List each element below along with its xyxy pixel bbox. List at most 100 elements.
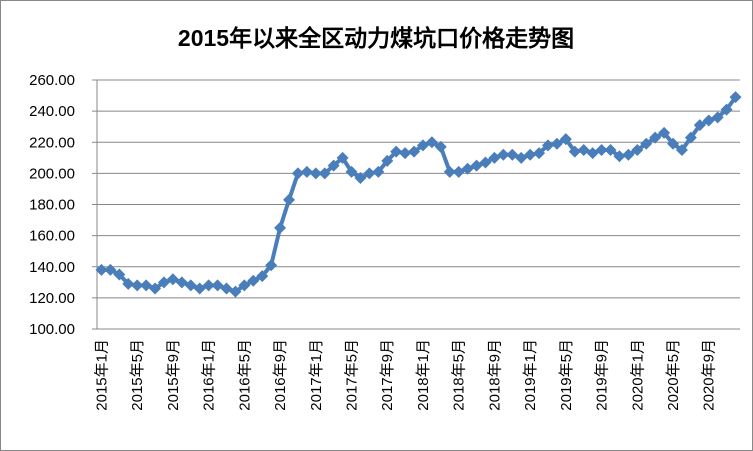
point-marker xyxy=(631,144,644,157)
point-marker xyxy=(595,144,608,157)
point-marker xyxy=(274,221,287,234)
x-tick-label: 2019年1月 xyxy=(522,339,539,411)
point-marker xyxy=(345,165,358,178)
point-marker xyxy=(640,137,653,150)
y-tick-label: 120.00 xyxy=(29,290,75,307)
x-tick-label: 2020年1月 xyxy=(629,339,646,411)
point-marker xyxy=(318,167,331,180)
y-tick-label: 220.00 xyxy=(29,134,75,151)
point-marker xyxy=(336,151,349,164)
point-marker xyxy=(211,279,224,292)
x-tick-label: 2017年5月 xyxy=(344,339,361,411)
point-marker xyxy=(720,103,733,116)
point-marker xyxy=(202,279,215,292)
x-tick-label: 2018年9月 xyxy=(486,339,503,411)
y-tick-label: 100.00 xyxy=(29,321,75,338)
point-marker xyxy=(220,282,233,295)
point-marker xyxy=(711,111,724,124)
y-tick-label: 240.00 xyxy=(29,103,75,120)
point-marker xyxy=(550,137,563,150)
point-marker xyxy=(122,277,135,290)
x-tick-label: 2019年9月 xyxy=(594,339,611,411)
point-marker xyxy=(193,282,206,295)
point-marker xyxy=(184,279,197,292)
point-marker xyxy=(729,91,742,104)
point-marker xyxy=(693,119,706,132)
x-tick-label: 2019年5月 xyxy=(558,339,575,411)
point-marker xyxy=(265,259,278,272)
x-tick-label: 2018年1月 xyxy=(415,339,432,411)
point-marker xyxy=(622,148,635,161)
x-tick-label: 2016年5月 xyxy=(236,339,253,411)
point-marker xyxy=(604,144,617,157)
point-marker xyxy=(702,114,715,127)
x-tick-label: 2017年9月 xyxy=(379,339,396,411)
point-marker xyxy=(95,263,108,276)
x-tick-label: 2020年5月 xyxy=(665,339,682,411)
x-tick-label: 2015年5月 xyxy=(129,339,146,411)
point-marker xyxy=(658,126,671,139)
point-marker xyxy=(363,167,376,180)
point-marker xyxy=(157,276,170,289)
x-tick-label: 2020年9月 xyxy=(701,339,718,411)
point-marker xyxy=(372,165,385,178)
y-tick-label: 140.00 xyxy=(29,259,75,276)
point-marker xyxy=(434,140,447,153)
point-marker xyxy=(667,137,680,150)
point-marker xyxy=(131,279,144,292)
point-marker xyxy=(586,147,599,160)
point-marker xyxy=(533,147,546,160)
point-marker xyxy=(390,145,403,158)
point-marker xyxy=(166,273,179,286)
point-marker xyxy=(577,144,590,157)
point-marker xyxy=(300,165,313,178)
y-tick-label: 260.00 xyxy=(29,72,75,89)
point-marker xyxy=(497,148,510,161)
point-marker xyxy=(113,268,126,281)
point-marker xyxy=(470,159,483,172)
point-marker xyxy=(684,131,697,144)
point-marker xyxy=(408,145,421,158)
point-marker xyxy=(649,131,662,144)
point-marker xyxy=(541,139,554,152)
point-marker xyxy=(488,151,501,164)
point-marker xyxy=(104,263,117,276)
point-marker xyxy=(524,148,537,161)
x-tick-label: 2017年1月 xyxy=(308,339,325,411)
point-marker xyxy=(256,270,269,283)
y-tick-label: 180.00 xyxy=(29,197,75,214)
x-tick-label: 2015年9月 xyxy=(165,339,182,411)
point-marker xyxy=(140,279,153,292)
point-marker xyxy=(479,156,492,169)
point-marker xyxy=(425,136,438,149)
point-marker xyxy=(283,193,296,206)
point-marker xyxy=(613,150,626,163)
point-marker xyxy=(175,276,188,289)
point-marker xyxy=(291,167,304,180)
point-marker xyxy=(229,285,242,298)
point-marker xyxy=(399,147,412,160)
y-tick-label: 160.00 xyxy=(29,228,75,245)
point-marker xyxy=(506,148,519,161)
point-marker xyxy=(515,151,528,164)
x-tick-label: 2015年1月 xyxy=(93,339,110,411)
point-marker xyxy=(675,144,688,157)
x-tick-label: 2018年5月 xyxy=(451,339,468,411)
point-marker xyxy=(559,133,572,146)
x-tick-label: 2016年9月 xyxy=(272,339,289,411)
point-marker xyxy=(452,165,465,178)
point-marker xyxy=(327,159,340,172)
y-tick-label: 200.00 xyxy=(29,165,75,182)
point-marker xyxy=(354,172,367,185)
point-marker xyxy=(238,279,251,292)
x-tick-label: 2016年1月 xyxy=(201,339,218,411)
point-marker xyxy=(461,162,474,175)
point-marker xyxy=(416,139,429,152)
point-marker xyxy=(568,145,581,158)
point-marker xyxy=(443,165,456,178)
point-marker xyxy=(149,282,162,295)
point-marker xyxy=(309,167,322,180)
point-marker xyxy=(381,154,394,167)
